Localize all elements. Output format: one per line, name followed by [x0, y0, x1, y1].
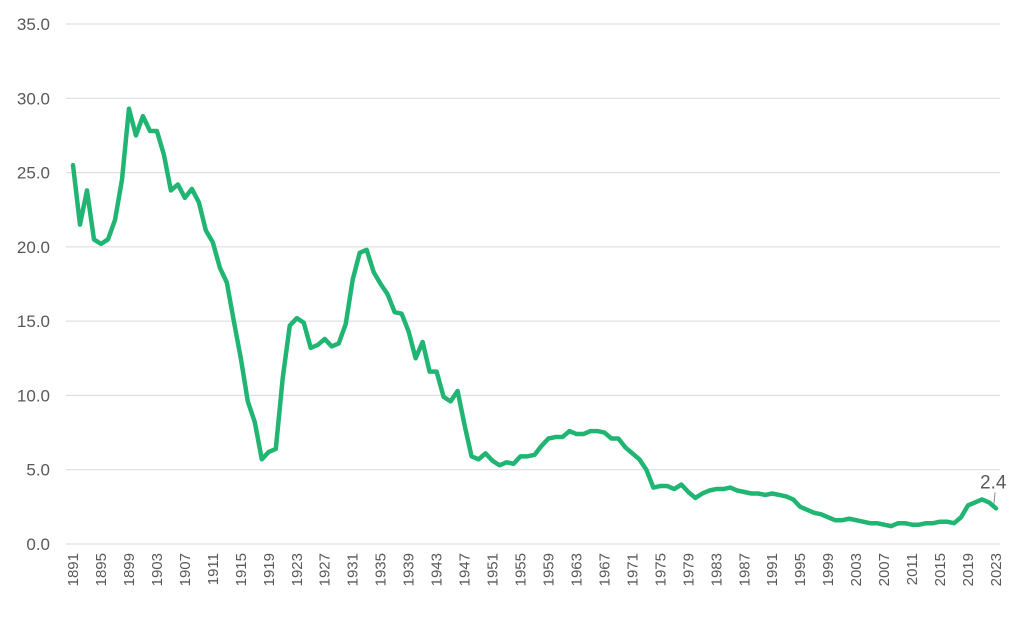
x-tick-label: 1975: [652, 553, 669, 586]
y-axis-tick-labels: 0.0 5.0 10.0 15.0 20.0 25.0 30.0 35.0: [17, 15, 50, 554]
x-tick-label: 1939: [401, 553, 418, 586]
gridlines: [66, 23, 1000, 545]
x-tick-label: 2019: [960, 553, 977, 586]
x-tick-label: 1911: [205, 553, 222, 585]
x-tick-label: 2007: [876, 553, 893, 586]
x-tick-label: 1999: [820, 553, 837, 586]
x-tick-label: 1971: [624, 553, 641, 586]
x-tick-label: 1983: [708, 553, 725, 586]
data-label: 2.4: [980, 472, 1007, 493]
x-tick-label: 1959: [540, 553, 557, 586]
x-tick-label: 2011: [904, 553, 921, 585]
x-tick-label: 1903: [149, 553, 166, 586]
x-tick-label: 1963: [568, 553, 585, 586]
series-line: [70, 106, 999, 529]
y-tick-label: 15.0: [17, 312, 50, 331]
x-tick-label: 1951: [485, 553, 502, 586]
x-tick-label: 1987: [736, 553, 753, 586]
x-axis-tick-labels: 1891 1895 1899 1903 1907 1911 1915 1919 1923 1927…: [65, 553, 1005, 586]
x-tick-label: 1891: [65, 553, 82, 586]
y-tick-label: 20.0: [17, 238, 50, 257]
x-tick-label: 1947: [457, 553, 474, 586]
x-tick-label: 1995: [792, 553, 809, 586]
x-tick-label: 1899: [121, 553, 138, 586]
y-tick-label: 35.0: [17, 15, 50, 34]
x-tick-label: 2023: [988, 553, 1005, 586]
x-tick-label: 1967: [596, 553, 613, 586]
x-tick-label: 1919: [261, 553, 278, 586]
x-tick-label: 2015: [932, 553, 949, 586]
y-tick-label: 10.0: [17, 386, 50, 405]
x-tick-label: 1931: [345, 553, 362, 586]
x-tick-label: 1927: [317, 553, 334, 586]
x-tick-label: 1979: [680, 553, 697, 586]
x-tick-label: 1923: [289, 553, 306, 586]
series-layer: [70, 106, 999, 529]
x-tick-label: 1955: [513, 553, 530, 586]
y-tick-label: 5.0: [26, 461, 50, 480]
x-tick-label: 1991: [764, 553, 781, 586]
x-tick-label: 1915: [233, 553, 250, 586]
data-label-leader: [993, 492, 996, 504]
y-tick-label: 0.0: [26, 535, 50, 554]
x-tick-label: 1895: [93, 553, 110, 586]
x-tick-label: 1907: [177, 553, 194, 586]
y-tick-label: 30.0: [17, 89, 50, 108]
x-tick-label: 1935: [373, 553, 390, 586]
x-tick-label: 2003: [848, 553, 865, 586]
data-labels: 2.4: [980, 472, 1007, 504]
y-tick-label: 25.0: [17, 164, 50, 183]
x-tick-label: 1943: [429, 553, 446, 586]
